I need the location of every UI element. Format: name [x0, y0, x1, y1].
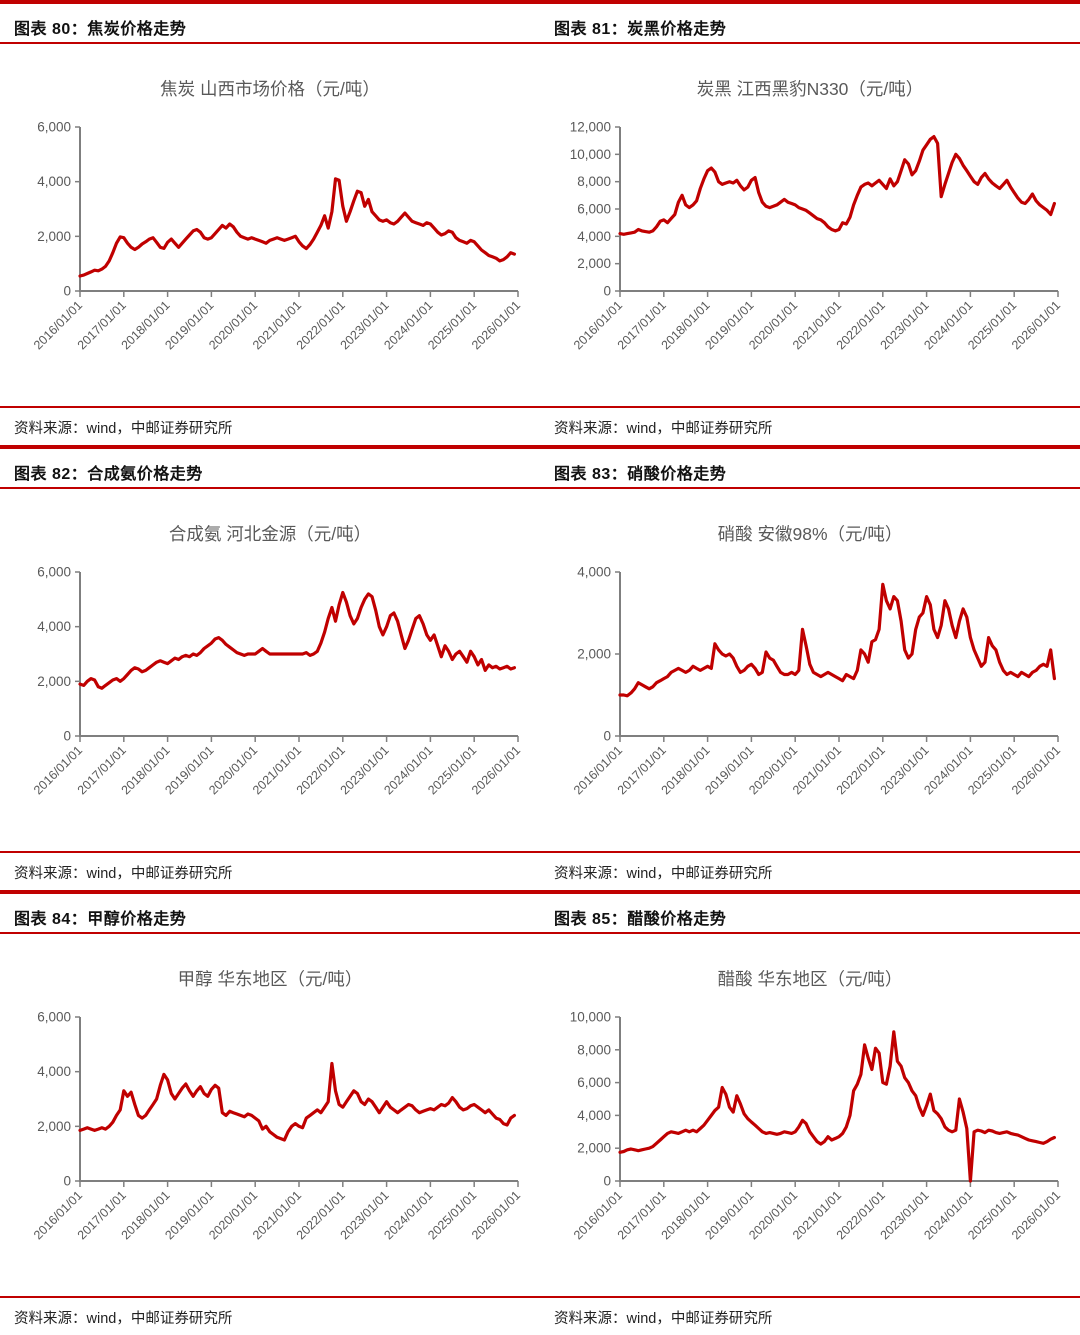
section-top-rule — [0, 445, 1080, 449]
y-tick-label: 0 — [63, 729, 71, 744]
coke-price-line-chart: 02,0004,0006,0002016/01/012017/01/012018… — [31, 120, 523, 353]
y-tick-label: 8,000 — [577, 174, 611, 189]
y-tick-label: 4,000 — [577, 229, 611, 244]
chart-title: 硝酸 安徽98%（元/吨） — [717, 524, 903, 544]
figure-82-header: 图表 82：合成氨价格走势 — [14, 466, 203, 483]
carbon-black-price-chart: 炭黑 江西黑豹N330（元/吨） 0 2,000 4,000 6,000 8,000 10… — [540, 44, 1080, 406]
chart-title: 甲醇 华东地区（元/吨） — [177, 969, 363, 989]
header-divider-rule — [0, 487, 1080, 489]
y-tick-label: 6,000 — [37, 1010, 71, 1025]
figure-85-source: 资料来源：wind，中邮证券研究所 — [554, 1311, 773, 1327]
figure-headers: 图表 80：焦炭价格走势 图表 81：炭黑价格走势 — [0, 4, 1080, 42]
acetic-acid-price-chart: 醋酸 华东地区（元/吨） 0 2,000 4,000 6,000 8,000 10,000… — [540, 934, 1080, 1296]
source-divider-rule — [0, 406, 1080, 408]
figure-row-2: 图表 82：合成氨价格走势 图表 83：硝酸价格走势 合成氨 河北金源（元/吨）… — [0, 445, 1080, 890]
figure-80-header: 图表 80：焦炭价格走势 — [14, 21, 187, 38]
y-tick-label: 12,000 — [570, 120, 611, 135]
y-tick-label: 2,000 — [37, 229, 71, 244]
coke-price-chart: 焦炭 山西市场价格（元/吨） 0 2,000 4,000 6,000 2016/01/0… — [0, 44, 540, 406]
y-tick-label: 2,000 — [577, 256, 611, 271]
y-tick-label: 2,000 — [37, 674, 71, 689]
y-tick-label: 6,000 — [37, 120, 71, 135]
figure-headers: 图表 84：甲醇价格走势 图表 85：醋酸价格走势 — [0, 894, 1080, 932]
y-tick-label: 2,000 — [37, 1119, 71, 1134]
methanol-price-line-chart: 02,0004,0006,0002016/01/012017/01/012018… — [31, 1010, 523, 1243]
sources-row: 资料来源：wind，中邮证券研究所 资料来源：wind，中邮证券研究所 — [0, 1298, 1080, 1335]
charts-row: 焦炭 山西市场价格（元/吨） 0 2,000 4,000 6,000 2016/01/0… — [0, 44, 1080, 406]
nitric-acid-price-line-chart: 02,0004,0002016/01/012017/01/012018/01/0… — [571, 565, 1063, 798]
y-tick-label: 10,000 — [570, 1010, 611, 1025]
y-tick-label: 4,000 — [37, 1064, 71, 1079]
y-tick-label: 2,000 — [577, 647, 611, 662]
price-series-line — [78, 1061, 516, 1142]
price-series-line — [618, 135, 1056, 236]
y-tick-label: 4,000 — [577, 1108, 611, 1123]
y-tick-label: 0 — [603, 729, 611, 744]
figure-row-3: 图表 84：甲醇价格走势 图表 85：醋酸价格走势 甲醇 华东地区（元/吨） 0… — [0, 890, 1080, 1335]
section-top-rule — [0, 890, 1080, 894]
methanol-price-chart: 甲醇 华东地区（元/吨） 0 2,000 4,000 6,000 2016/01/01 2… — [0, 934, 540, 1296]
y-tick-label: 6,000 — [577, 202, 611, 217]
y-tick-label: 8,000 — [577, 1042, 611, 1057]
figure-row-1: 图表 80：焦炭价格走势 图表 81：炭黑价格走势 焦炭 山西市场价格（元/吨）… — [0, 0, 1080, 445]
sources-row: 资料来源：wind，中邮证券研究所 资料来源：wind，中邮证券研究所 — [0, 408, 1080, 445]
y-tick-label: 0 — [63, 1174, 71, 1189]
figure-81-source: 资料来源：wind，中邮证券研究所 — [554, 421, 773, 437]
y-tick-label: 0 — [63, 284, 71, 299]
header-divider-rule — [0, 932, 1080, 934]
chart-title: 醋酸 华东地区（元/吨） — [717, 969, 903, 989]
price-series-line — [618, 1030, 1056, 1183]
ammonia-price-chart: 合成氨 河北金源（元/吨） 0 2,000 4,000 6,000 2016/01/01… — [0, 489, 540, 851]
nitric-acid-price-chart: 硝酸 安徽98%（元/吨） 0 2,000 4,000 2016/01/01 2017/… — [540, 489, 1080, 851]
y-tick-label: 2,000 — [577, 1141, 611, 1156]
source-divider-rule — [0, 851, 1080, 853]
chart-title: 炭黑 江西黑豹N330（元/吨） — [696, 79, 924, 99]
y-tick-label: 6,000 — [577, 1075, 611, 1090]
y-tick-label: 6,000 — [37, 565, 71, 580]
figure-84-source: 资料来源：wind，中邮证券研究所 — [14, 1311, 233, 1327]
y-tick-label: 0 — [603, 1174, 611, 1189]
figure-81-header: 图表 81：炭黑价格走势 — [554, 21, 727, 38]
figure-83-source: 资料来源：wind，中邮证券研究所 — [554, 866, 773, 882]
figure-headers: 图表 82：合成氨价格走势 图表 83：硝酸价格走势 — [0, 449, 1080, 487]
figure-84-header: 图表 84：甲醇价格走势 — [14, 911, 187, 928]
figure-85-header: 图表 85：醋酸价格走势 — [554, 911, 727, 928]
price-series-line — [78, 590, 516, 690]
carbon-black-price-line-chart: 02,0004,0006,0008,00010,00012,0002016/01… — [570, 120, 1063, 353]
figure-80-source: 资料来源：wind，中邮证券研究所 — [14, 421, 233, 437]
figure-82-source: 资料来源：wind，中邮证券研究所 — [14, 866, 233, 882]
acetic-acid-price-line-chart: 02,0004,0006,0008,00010,0002016/01/01201… — [570, 1010, 1063, 1243]
y-tick-label: 4,000 — [577, 565, 611, 580]
ammonia-price-line-chart: 02,0004,0006,0002016/01/012017/01/012018… — [31, 565, 523, 798]
y-tick-label: 4,000 — [37, 619, 71, 634]
charts-row: 甲醇 华东地区（元/吨） 0 2,000 4,000 6,000 2016/01/01 2… — [0, 934, 1080, 1296]
source-divider-rule — [0, 1296, 1080, 1298]
charts-row: 合成氨 河北金源（元/吨） 0 2,000 4,000 6,000 2016/01/01… — [0, 489, 1080, 851]
chart-title: 合成氨 河北金源（元/吨） — [168, 524, 372, 544]
chart-title: 焦炭 山西市场价格（元/吨） — [160, 79, 380, 99]
section-top-rule — [0, 0, 1080, 4]
y-tick-label: 10,000 — [570, 147, 611, 162]
header-divider-rule — [0, 42, 1080, 44]
sources-row: 资料来源：wind，中邮证券研究所 资料来源：wind，中邮证券研究所 — [0, 853, 1080, 890]
price-series-line — [618, 582, 1056, 698]
y-tick-label: 4,000 — [37, 174, 71, 189]
figure-83-header: 图表 83：硝酸价格走势 — [554, 466, 727, 483]
price-series-line — [78, 177, 516, 278]
y-tick-label: 0 — [603, 284, 611, 299]
